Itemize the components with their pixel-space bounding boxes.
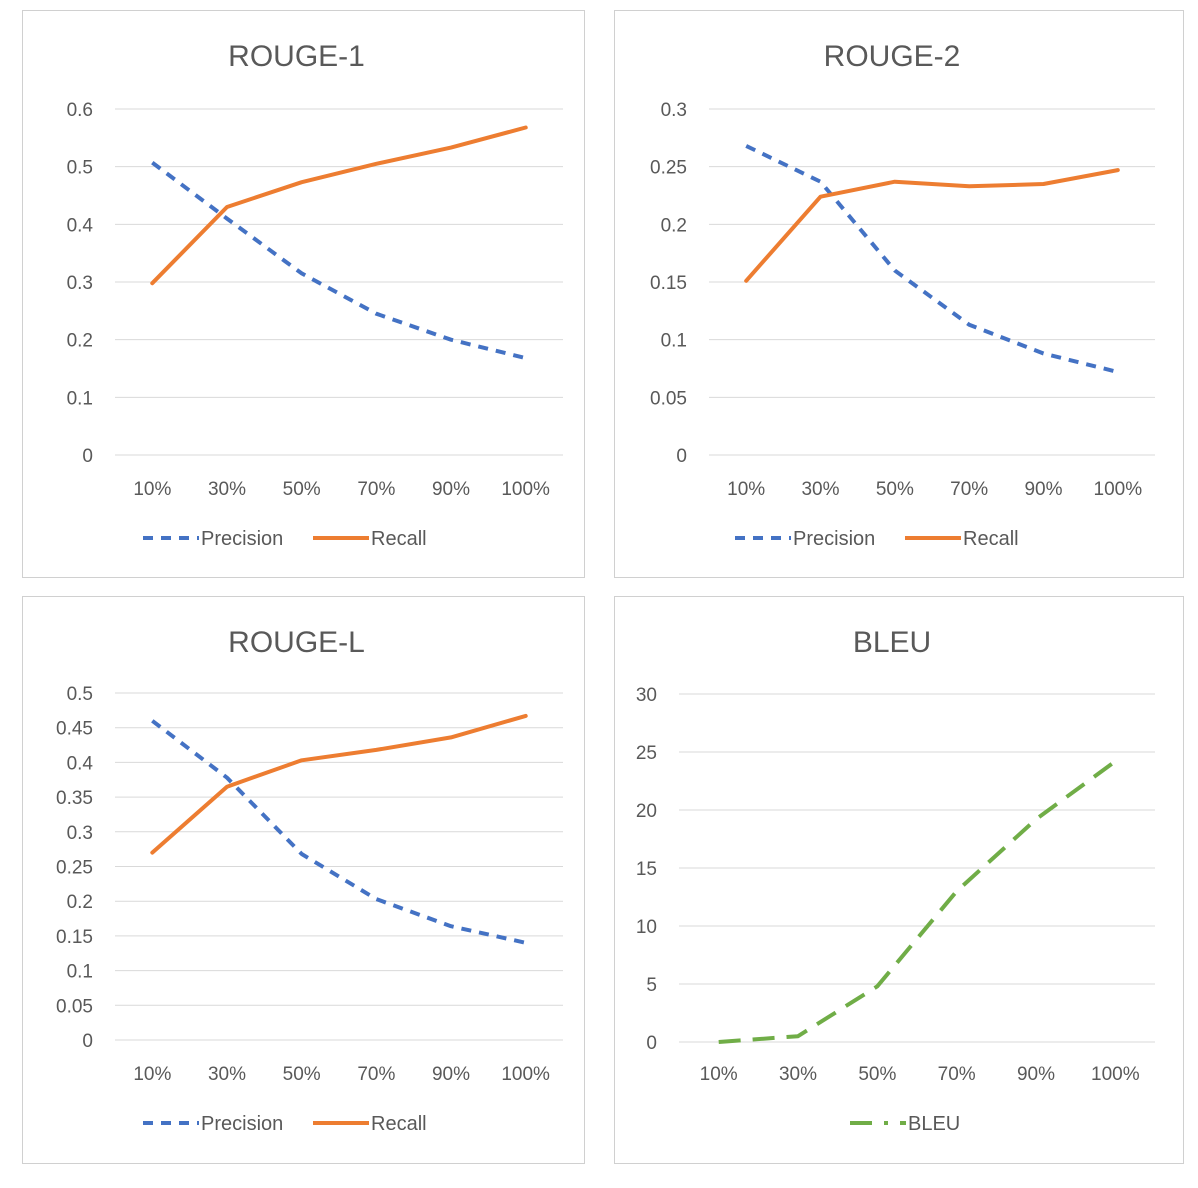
x-tick-label: 90% — [432, 1064, 470, 1085]
legend-label-precision: Precision — [201, 1113, 283, 1135]
y-tick-label: 5 — [646, 975, 657, 996]
x-tick-label: 50% — [876, 479, 914, 500]
y-tick-label: 0.2 — [67, 331, 93, 352]
y-tick-label: 0.35 — [56, 788, 93, 809]
y-tick-label: 10 — [636, 917, 657, 938]
chart-title: ROUGE-L — [228, 626, 365, 659]
y-tick-label: 0.6 — [67, 100, 93, 121]
y-tick-label: 0.25 — [56, 858, 93, 879]
chart-panel-rouge-l: ROUGE-L 0 0.05 0.1 0.15 0.2 0.25 0.3 0.35 0.4 0.45… — [22, 596, 585, 1164]
y-tick-label: 0.5 — [67, 158, 93, 179]
y-tick-label: 0 — [646, 1033, 657, 1054]
y-tick-label: 0.3 — [67, 273, 93, 294]
chart-rouge-l: ROUGE-L 0 0.05 0.1 0.15 0.2 0.25 0.3 0.35 0.4 0.45… — [56, 626, 563, 1135]
x-tick-label: 30% — [779, 1064, 817, 1085]
x-tick-label: 90% — [1017, 1064, 1055, 1085]
legend-label-recall: Recall — [371, 528, 427, 550]
chart-rouge-1: ROUGE-1 0 0.1 0.2 0.3 0.4 0.5 0.6 10% 30% 50% 70% 90… — [67, 40, 563, 550]
legend-label-bleu: BLEU — [908, 1113, 960, 1135]
y-tick-label: 0.1 — [67, 962, 93, 983]
x-tick-label: 30% — [801, 479, 839, 500]
y-tick-label: 0.1 — [67, 388, 93, 409]
y-tick-label: 0.4 — [67, 753, 94, 774]
x-tick-label: 10% — [727, 479, 765, 500]
x-tick-label: 30% — [208, 1064, 246, 1085]
legend-label-precision: Precision — [201, 528, 283, 550]
x-tick-label: 70% — [357, 479, 395, 500]
chart-panel-rouge-2: ROUGE-2 0 0.05 0.1 0.15 0.2 0.25 0.3 10% 30% 50% 70… — [614, 10, 1184, 578]
chart-bleu: BLEU 0 5 10 15 20 25 30 10% 30% 50% 70% 90% 100% BLEU — [636, 626, 1155, 1135]
y-tick-label: 0 — [82, 446, 93, 467]
chart-rouge-2: ROUGE-2 0 0.05 0.1 0.15 0.2 0.25 0.3 10% 30% 50% 70… — [650, 40, 1155, 550]
y-tick-label: 0.5 — [67, 684, 93, 705]
series-line-bleu — [718, 759, 1117, 1044]
x-tick-label: 10% — [133, 1064, 171, 1085]
series-line-precision — [151, 160, 527, 361]
series-line-precision — [151, 719, 527, 945]
y-tick-label: 0.2 — [661, 215, 687, 236]
y-tick-label: 0.05 — [650, 388, 687, 409]
x-tick-label: 50% — [283, 479, 321, 500]
x-tick-label: 70% — [357, 1064, 395, 1085]
legend-label-recall: Recall — [963, 528, 1019, 550]
y-tick-label: 0.25 — [650, 158, 687, 179]
x-tick-label: 30% — [208, 479, 246, 500]
y-tick-label: 15 — [636, 859, 657, 880]
y-tick-label: 30 — [636, 685, 657, 706]
series-line-precision — [745, 144, 1119, 374]
y-tick-label: 0.15 — [56, 927, 93, 948]
x-tick-label: 10% — [133, 479, 171, 500]
x-tick-label: 90% — [1024, 479, 1062, 500]
x-tick-label: 50% — [858, 1064, 896, 1085]
y-tick-label: 0.45 — [56, 719, 93, 740]
y-tick-label: 0 — [82, 1031, 93, 1052]
legend-label-recall: Recall — [371, 1113, 427, 1135]
y-tick-label: 0.1 — [661, 331, 687, 352]
x-tick-label: 100% — [1091, 1064, 1140, 1085]
y-tick-label: 0.05 — [56, 996, 93, 1017]
y-tick-label: 20 — [636, 801, 657, 822]
chart-panel-bleu: BLEU 0 5 10 15 20 25 30 10% 30% 50% 70% 90% 100% BLEU — [614, 596, 1184, 1164]
x-tick-label: 100% — [501, 1064, 550, 1085]
x-tick-label: 70% — [950, 479, 988, 500]
series-line-recall — [744, 168, 1120, 283]
y-tick-label: 0.3 — [67, 823, 93, 844]
legend-label-precision: Precision — [793, 528, 875, 550]
y-tick-label: 0 — [676, 446, 687, 467]
x-tick-label: 10% — [700, 1064, 738, 1085]
y-tick-label: 0.15 — [650, 273, 687, 294]
series-line-recall — [150, 125, 528, 286]
y-tick-label: 0.3 — [661, 100, 687, 121]
chart-panel-rouge-1: ROUGE-1 0 0.1 0.2 0.3 0.4 0.5 0.6 10% 30% 50% 70% 90… — [22, 10, 585, 578]
x-tick-label: 70% — [938, 1064, 976, 1085]
chart-title: ROUGE-1 — [228, 40, 365, 73]
x-tick-label: 50% — [283, 1064, 321, 1085]
x-tick-label: 90% — [432, 479, 470, 500]
y-tick-label: 25 — [636, 743, 657, 764]
chart-title: ROUGE-2 — [824, 40, 961, 73]
x-tick-label: 100% — [501, 479, 550, 500]
x-tick-label: 100% — [1094, 479, 1143, 500]
y-tick-label: 0.2 — [67, 892, 93, 913]
chart-title: BLEU — [853, 626, 931, 659]
series-line-recall — [150, 713, 528, 855]
y-tick-label: 0.4 — [67, 215, 94, 236]
